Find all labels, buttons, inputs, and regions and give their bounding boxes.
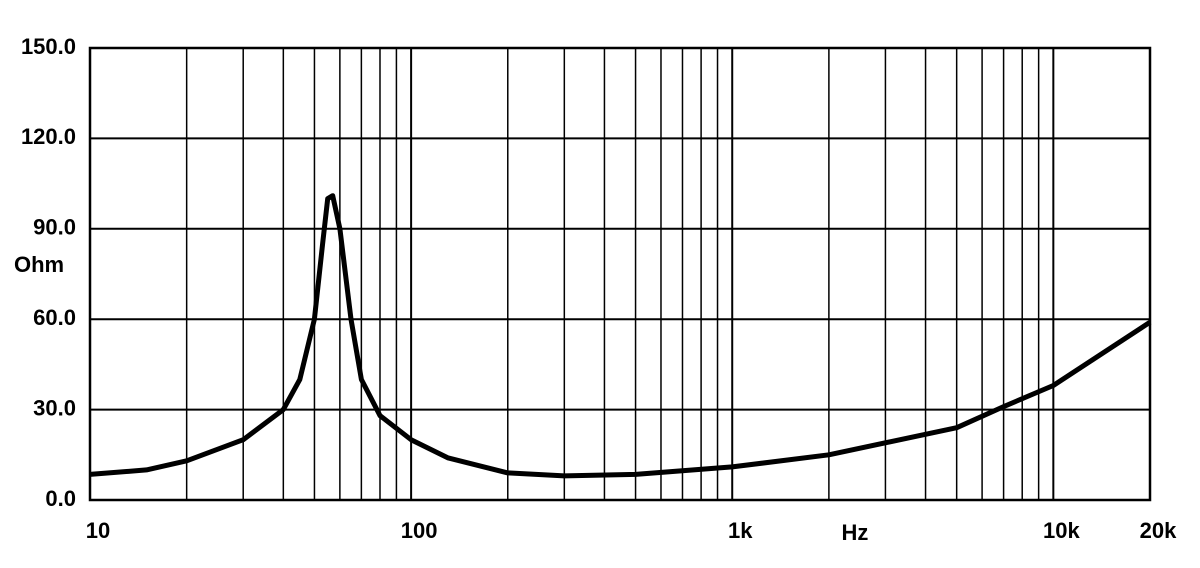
- impedance-line: [89, 193, 1152, 479]
- y-tick-label: 150.0: [21, 34, 76, 59]
- y-tick-label: 90.0: [33, 215, 76, 240]
- y-tick-label: 60.0: [33, 305, 76, 330]
- x-axis-label: Hz: [842, 520, 869, 545]
- x-tick-label: 100: [401, 518, 438, 543]
- y-tick-label: 30.0: [33, 395, 76, 420]
- x-tick-label: 10: [86, 518, 110, 543]
- y-tick-label: 0.0: [45, 486, 76, 511]
- plot-frame: [88, 46, 1152, 502]
- x-tick-label: 10k: [1043, 518, 1080, 543]
- y-tick-label: 120.0: [21, 124, 76, 149]
- x-tick-label: 1k: [728, 518, 753, 543]
- x-tick-label: 20k: [1140, 518, 1177, 543]
- y-axis-label: Ohm: [14, 252, 64, 277]
